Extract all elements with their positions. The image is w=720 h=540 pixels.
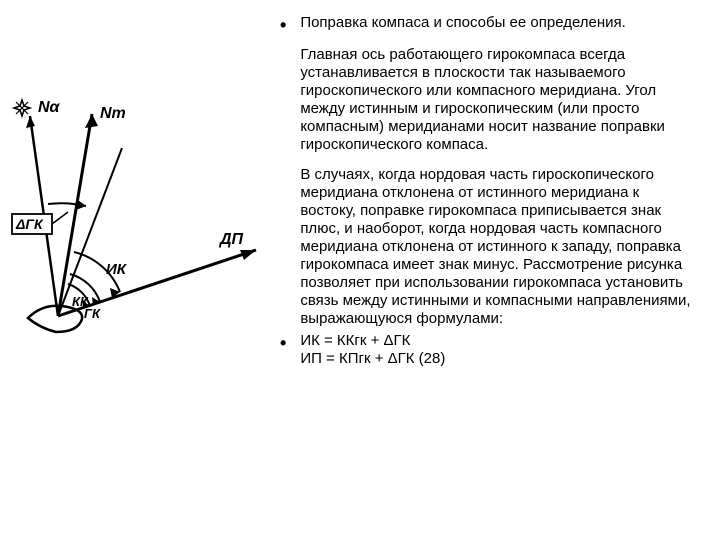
title-text: Поправка компаса и способы ее определени… [300,14,692,34]
para2-para3-text: В случаях, когда нордовая часть гироскоп… [300,166,692,328]
formula-1: ИК = ККгк + ΔГК [300,332,692,350]
compass-diagram: Nα Nт ДП [10,96,272,361]
right-column: • Поправка компаса и способы ее определе… [280,14,692,526]
para1-text: Главная ось работающего гирокомпаса всег… [300,46,692,154]
para2-block: • В случаях, когда нордовая часть гироск… [280,166,692,328]
formula-2: ИП = КПгк + ΔГК (28) [300,350,692,368]
bullet-icon: • [280,14,286,34]
left-column: Nα Nт ДП [10,14,272,526]
svg-text:Nт: Nт [100,105,126,122]
formula-block: • ИК = ККгк + ΔГК ИП = КПгк + ΔГК (28) [280,332,692,368]
title-block: • Поправка компаса и способы ее определе… [280,14,692,34]
svg-text:ИК: ИК [106,261,128,278]
svg-text:Nα: Nα [38,99,61,116]
formulas: ИК = ККгк + ΔГК ИП = КПгк + ΔГК (28) [300,332,692,368]
bullet-icon: • [280,332,286,368]
svg-text:ΔГК: ΔГК [15,216,44,232]
svg-text:ГК: ГК [84,306,101,321]
svg-text:ДП: ДП [218,231,244,248]
n-alpha-line: Nα [14,99,61,316]
para1-block: • Главная ось работающего гирокомпаса вс… [280,46,692,154]
